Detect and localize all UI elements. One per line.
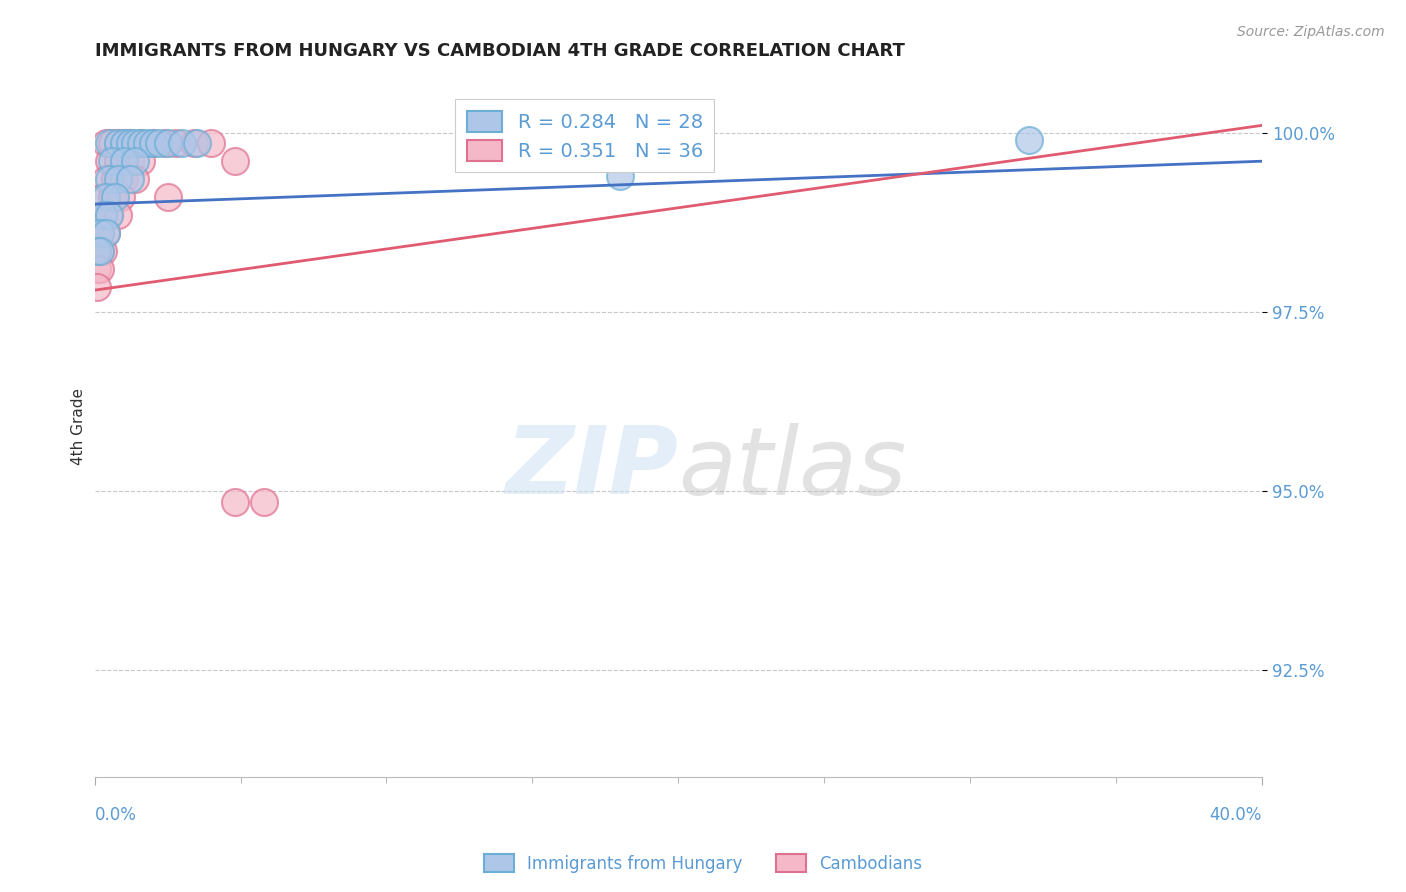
Point: [148, 136, 170, 151]
Point: [96, 172, 118, 186]
Point: [107, 208, 129, 222]
Point: [101, 190, 124, 204]
Point: [96, 190, 118, 204]
Text: atlas: atlas: [678, 423, 907, 514]
Point: [118, 136, 141, 151]
Point: [101, 136, 124, 151]
Point: [609, 169, 631, 183]
Text: 0.0%: 0.0%: [94, 806, 136, 824]
Point: [104, 172, 127, 186]
Point: [104, 190, 127, 204]
Point: [98, 136, 121, 151]
Text: IMMIGRANTS FROM HUNGARY VS CAMBODIAN 4TH GRADE CORRELATION CHART: IMMIGRANTS FROM HUNGARY VS CAMBODIAN 4TH…: [94, 42, 904, 60]
Point: [112, 136, 135, 151]
Point: [129, 154, 152, 169]
Point: [89, 261, 111, 276]
Point: [156, 190, 179, 204]
Point: [142, 136, 165, 151]
Point: [107, 154, 129, 169]
Point: [91, 190, 114, 204]
Point: [98, 208, 121, 222]
Point: [86, 244, 108, 258]
Point: [129, 136, 152, 151]
Point: [142, 136, 165, 151]
Point: [118, 154, 141, 169]
Point: [124, 154, 146, 169]
Point: [98, 172, 121, 186]
Point: [96, 226, 118, 240]
Point: [98, 208, 121, 222]
Point: [110, 190, 132, 204]
Point: [224, 494, 246, 508]
Point: [153, 136, 176, 151]
Point: [124, 172, 146, 186]
Legend: Immigrants from Hungary, Cambodians: Immigrants from Hungary, Cambodians: [477, 847, 929, 880]
Text: Source: ZipAtlas.com: Source: ZipAtlas.com: [1237, 25, 1385, 39]
Legend: R = 0.284   N = 28, R = 0.351   N = 36: R = 0.284 N = 28, R = 0.351 N = 36: [456, 99, 714, 172]
Point: [96, 226, 118, 240]
Point: [89, 244, 111, 258]
Y-axis label: 4th Grade: 4th Grade: [72, 388, 86, 465]
Point: [200, 136, 222, 151]
Point: [86, 261, 108, 276]
Point: [86, 279, 108, 293]
Point: [1018, 133, 1040, 147]
Point: [107, 172, 129, 186]
Point: [118, 172, 141, 186]
Point: [112, 154, 135, 169]
Point: [91, 208, 114, 222]
Point: [156, 136, 179, 151]
Point: [107, 136, 129, 151]
Point: [91, 244, 114, 258]
Point: [165, 136, 187, 151]
Point: [129, 136, 152, 151]
Point: [89, 226, 111, 240]
Text: ZIP: ZIP: [505, 423, 678, 515]
Point: [253, 494, 276, 508]
Point: [136, 136, 159, 151]
Point: [224, 154, 246, 169]
Point: [107, 136, 129, 151]
Point: [89, 226, 111, 240]
Text: 40.0%: 40.0%: [1209, 806, 1263, 824]
Point: [101, 154, 124, 169]
Point: [98, 154, 121, 169]
Point: [112, 136, 135, 151]
Point: [112, 172, 135, 186]
Point: [96, 136, 118, 151]
Point: [172, 136, 194, 151]
Point: [183, 136, 205, 151]
Point: [91, 208, 114, 222]
Point: [118, 136, 141, 151]
Point: [89, 244, 111, 258]
Point: [124, 136, 146, 151]
Point: [186, 136, 208, 151]
